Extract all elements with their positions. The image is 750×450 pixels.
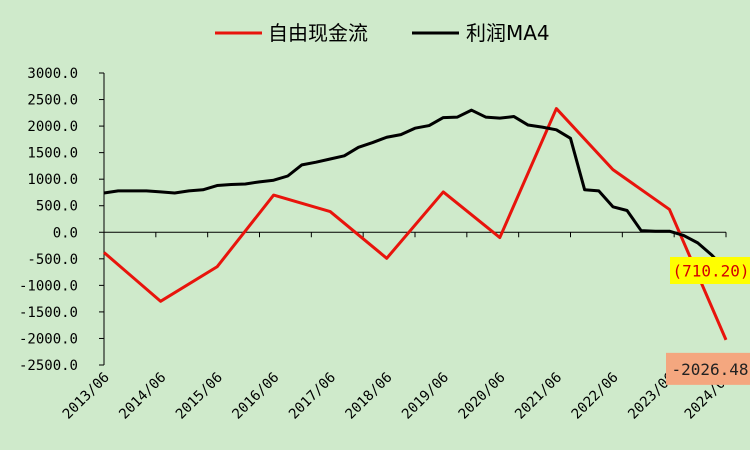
data-point-profit-ma4 <box>117 190 119 192</box>
legend-label-free-cash-flow: 自由现金流 <box>268 21 368 45</box>
data-point-free-cash-flow <box>273 194 275 196</box>
data-point-profit-ma4 <box>584 189 586 191</box>
data-point-profit-ma4 <box>103 192 105 194</box>
data-point-free-cash-flow <box>216 266 218 268</box>
data-label-profit-ma4-box <box>670 256 750 284</box>
y-tick-label: -1500.0 <box>19 305 78 321</box>
data-point-profit-ma4 <box>598 190 600 192</box>
y-tick-label: -1000.0 <box>19 278 78 294</box>
x-tick-label: 2019/06 <box>399 370 452 423</box>
data-point-profit-ma4 <box>626 210 628 212</box>
y-axis: 3000.0 2500.0 2000.0 1500.0 1000.0 500.0 0.0 -5… <box>19 66 105 374</box>
data-point-profit-ma4 <box>711 254 713 256</box>
series-line-profit-ma4 <box>103 108 728 272</box>
data-point-profit-ma4 <box>329 158 331 160</box>
data-point-profit-ma4 <box>259 181 261 183</box>
data-point-profit-ma4 <box>287 175 289 177</box>
data-point-profit-ma4 <box>343 155 345 157</box>
data-point-profit-ma4 <box>315 161 317 163</box>
data-point-profit-ma4 <box>145 190 147 192</box>
data-point-profit-ma4 <box>372 142 374 144</box>
y-tick-label: -500.0 <box>27 252 78 268</box>
data-point-profit-ma4 <box>527 124 529 126</box>
x-tick-label: 2013/06 <box>60 370 113 423</box>
data-point-profit-ma4 <box>654 230 656 232</box>
data-point-profit-ma4 <box>485 116 487 118</box>
data-point-profit-ma4 <box>555 129 557 131</box>
y-tick-label: 2000.0 <box>27 119 78 135</box>
data-point-profit-ma4 <box>301 164 303 166</box>
data-point-profit-ma4 <box>414 127 416 129</box>
x-tick-label: 2018/06 <box>343 370 396 423</box>
data-point-profit-ma4 <box>683 234 685 236</box>
data-point-profit-ma4 <box>428 125 430 127</box>
data-point-profit-ma4 <box>456 116 458 118</box>
data-point-profit-ma4 <box>216 185 218 187</box>
data-point-free-cash-flow <box>612 169 614 171</box>
y-tick-label: 2500.0 <box>27 93 78 109</box>
data-point-profit-ma4 <box>442 117 444 119</box>
data-point-profit-ma4 <box>174 192 176 194</box>
x-tick-label: 2022/06 <box>569 370 622 423</box>
data-point-profit-ma4 <box>668 230 670 232</box>
data-point-profit-ma4 <box>471 109 473 111</box>
data-point-profit-ma4 <box>244 183 246 185</box>
y-tick-label: -2500.0 <box>19 358 78 374</box>
data-point-profit-ma4 <box>570 137 572 139</box>
y-tick-label: 0.0 <box>53 225 78 241</box>
data-point-profit-ma4 <box>357 146 359 148</box>
data-point-profit-ma4 <box>202 189 204 191</box>
data-point-profit-ma4 <box>188 190 190 192</box>
data-point-profit-ma4 <box>499 117 501 119</box>
data-label-free-cash-flow: -2026.48 <box>671 360 748 379</box>
data-point-free-cash-flow <box>725 339 727 341</box>
data-point-profit-ma4 <box>612 206 614 208</box>
data-point-profit-ma4 <box>697 242 699 244</box>
x-tick-label: 2017/06 <box>286 370 339 423</box>
data-point-free-cash-flow <box>668 208 670 210</box>
plot-area <box>103 107 728 341</box>
data-point-profit-ma4 <box>131 190 133 192</box>
data-point-profit-ma4 <box>400 134 402 136</box>
y-tick-label: 1000.0 <box>27 172 78 188</box>
series-line-free-cash-flow <box>103 107 728 341</box>
data-point-free-cash-flow <box>499 237 501 239</box>
data-point-free-cash-flow <box>555 108 557 110</box>
y-tick-label: 3000.0 <box>27 66 78 82</box>
x-tick-label: 2021/06 <box>512 370 565 423</box>
data-point-profit-ma4 <box>160 191 162 193</box>
data-point-free-cash-flow <box>103 251 105 253</box>
x-tick-label: 2016/06 <box>229 370 282 423</box>
y-tick-label: 500.0 <box>36 199 78 215</box>
data-point-free-cash-flow <box>442 191 444 193</box>
data-point-profit-ma4 <box>513 116 515 118</box>
data-point-free-cash-flow <box>329 211 331 213</box>
data-point-profit-ma4 <box>273 179 275 181</box>
legend-label-profit-ma4: 利润MA4 <box>466 21 550 45</box>
data-point-profit-ma4 <box>386 136 388 138</box>
data-label-profit-ma4: (710.20) <box>672 261 749 280</box>
legend: 自由现金流 利润MA4 <box>215 21 550 45</box>
annotations: (710.20) -2026.48 <box>666 256 750 385</box>
x-axis: 2013/06 2014/06 2015/06 2016/06 2017/06 2018/… <box>60 231 735 423</box>
data-point-profit-ma4 <box>541 126 543 128</box>
data-point-profit-ma4 <box>640 230 642 232</box>
data-point-profit-ma4 <box>230 183 232 185</box>
data-label-free-cash-flow-box <box>666 352 750 385</box>
x-tick-label: 2020/06 <box>456 370 509 423</box>
y-tick-label: -2000.0 <box>19 331 78 347</box>
x-tick-label: 2015/06 <box>173 370 226 423</box>
data-point-free-cash-flow <box>160 300 162 302</box>
y-tick-label: 1500.0 <box>27 146 78 162</box>
x-tick-label: 2014/06 <box>116 370 169 423</box>
data-point-free-cash-flow <box>386 257 388 259</box>
